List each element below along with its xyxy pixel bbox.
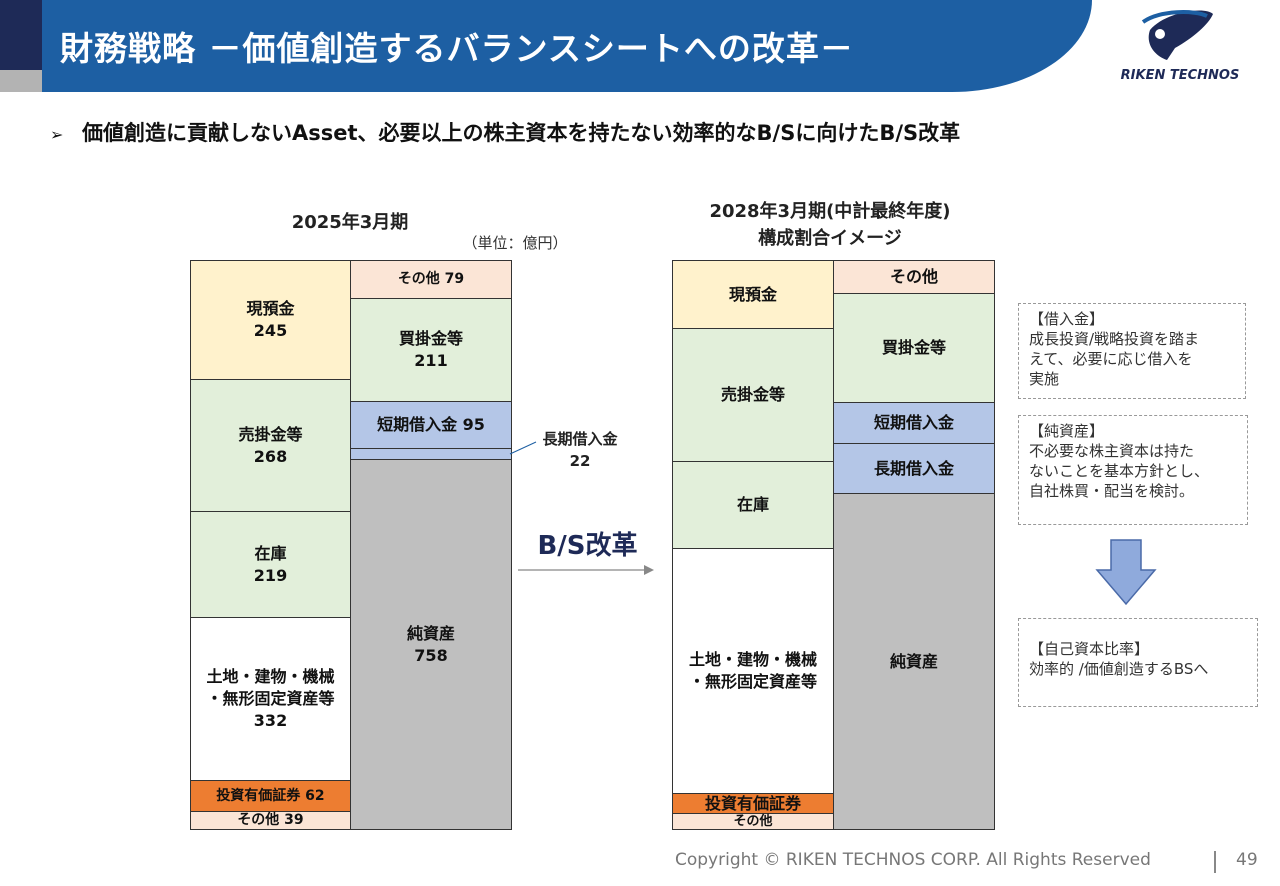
block-label: 純資産: [889, 651, 938, 671]
bullet-arrow-icon: ➢: [50, 125, 64, 144]
bs2028-other-assets: その他: [672, 813, 834, 830]
note-line: えて、必要に応じ借入を: [1029, 350, 1193, 368]
bs2028-cash: 現預金: [672, 260, 834, 329]
long-term-borrowing-callout: 長期借入金 22: [520, 428, 640, 472]
bs2028-long-term-borrowings: 長期借入金: [833, 443, 995, 494]
bs2028-inventory: 在庫: [672, 461, 834, 549]
block-label: 長期借入金: [873, 458, 954, 478]
transition-label: B/S改革: [537, 531, 638, 561]
note-title: 【借入金】: [1029, 310, 1105, 328]
callout-label: 長期借入金: [542, 430, 618, 448]
transition-arrow-icon: [518, 565, 654, 575]
block-label: 純資産: [406, 623, 455, 643]
annotation-leader-line: [509, 441, 537, 455]
note-line: 実施: [1029, 370, 1060, 388]
bs2028-receivables: 売掛金等: [672, 328, 834, 462]
bs2025-other-liabilities: その他 79: [350, 260, 512, 299]
bs2025-fixed-assets: 土地・建物・機械 ・無形固定資産等 332: [190, 617, 351, 781]
block-label: 投資有価証券 62: [216, 787, 325, 804]
bs2028-fixed-assets: 土地・建物・機械 ・無形固定資産等: [672, 548, 834, 794]
block-value: 219: [253, 565, 288, 585]
bs2025-investment-securities: 投資有価証券 62: [190, 780, 351, 812]
logo-text: RIKEN TECHNOS: [1120, 68, 1240, 83]
block-label: 売掛金等: [720, 385, 785, 404]
bs2028-other-liabilities: その他: [833, 260, 995, 294]
header-bar: [42, 0, 1092, 92]
block-value: 268: [253, 446, 288, 466]
bs2025-other-assets: その他 39: [190, 811, 351, 830]
page-title: 財務戦略 －価値創造するバランスシートへの改革－: [60, 29, 854, 68]
subtitle: ➢ 価値創造に貢献しないAsset、必要以上の株主資本を持たない効率的なB/Sに向…: [50, 117, 960, 147]
block-label: 土地・建物・機械: [206, 667, 335, 686]
block-label: 在庫: [254, 543, 287, 563]
footer-separator: [1214, 851, 1216, 873]
block-label: ・無形固定資産等: [688, 672, 817, 691]
note-line: 不必要な株主資本は持た: [1029, 442, 1195, 460]
subtitle-text: 価値創造に貢献しないAsset、必要以上の株主資本を持たない効率的なB/Sに向け…: [82, 121, 961, 145]
block-value: 332: [253, 711, 288, 730]
block-label: 短期借入金 95: [377, 415, 485, 434]
block-value: 758: [414, 645, 448, 665]
header-accent-gray: [0, 70, 42, 92]
page-number: 49: [1236, 850, 1258, 870]
note-borrowings: 【借入金】 成長投資/戦略投資を踏ま えて、必要に応じ借入を 実施: [1018, 303, 1246, 399]
block-label: その他 39: [237, 812, 304, 828]
block-label: 買掛金等: [881, 338, 946, 357]
note-line: 効率的 /価値創造するBSへ: [1029, 660, 1209, 678]
block-label: 現預金: [246, 299, 295, 318]
bs2025-short-term-borrowings: 短期借入金 95: [350, 401, 512, 449]
block-label: 在庫: [736, 495, 769, 514]
note-line: 自社株買・配当を検討。: [1029, 482, 1195, 500]
block-label: 短期借入金: [873, 413, 954, 432]
bs2028-net-assets: 純資産: [833, 493, 995, 830]
bs2028-payables: 買掛金等: [833, 293, 995, 403]
copyright: Copyright © RIKEN TECHNOS CORP. All Righ…: [675, 850, 1151, 870]
riken-logo-icon: [1141, 10, 1213, 60]
bs2025-inventory: 在庫 219: [190, 511, 351, 618]
bs2025-payables: 買掛金等 211: [350, 298, 512, 402]
bs2025-net-assets: 純資産 758: [350, 459, 512, 830]
block-label: 買掛金等: [398, 329, 463, 348]
note-title: 【純資産】: [1029, 422, 1105, 440]
company-logo: RIKEN TECHNOS: [1105, 8, 1255, 88]
note-title: 【自己資本比率】: [1029, 640, 1150, 658]
bs2028-heading-line1: 2028年3月期(中計最終年度): [709, 201, 951, 222]
block-label: 現預金: [728, 284, 777, 304]
down-arrow-icon: [1095, 539, 1157, 606]
block-label: ・無形固定資産等: [206, 689, 335, 708]
block-label: その他 79: [397, 271, 465, 287]
note-line: ないことを基本方針とし、: [1029, 462, 1210, 480]
note-equity-ratio: 【自己資本比率】 効率的 /価値創造するBSへ: [1018, 618, 1258, 707]
block-label: 土地・建物・機械: [688, 650, 817, 669]
bs2028-short-term-borrowings: 短期借入金: [833, 402, 995, 444]
block-label: その他: [733, 813, 773, 829]
bs2025-heading: 2025年3月期: [291, 212, 409, 233]
block-value: 211: [414, 351, 448, 370]
block-label: 投資有価証券: [704, 793, 801, 813]
callout-value: 22: [569, 452, 591, 470]
block-value: 245: [253, 321, 288, 340]
bs2028-investment-securities: 投資有価証券: [672, 793, 834, 814]
bs2025-cash: 現預金 245: [190, 260, 351, 380]
bs2028-heading: 2028年3月期(中計最終年度) 構成割合イメージ: [670, 198, 990, 252]
note-line: 成長投資/戦略投資を踏ま: [1029, 330, 1200, 348]
header-accent-navy: [0, 0, 42, 70]
unit-label: （単位：億円）: [462, 234, 568, 252]
block-label: 売掛金等: [238, 424, 303, 444]
block-label: その他: [889, 267, 938, 286]
note-net-assets: 【純資産】 不必要な株主資本は持た ないことを基本方針とし、 自社株買・配当を検…: [1018, 415, 1248, 525]
bs2028-heading-line2: 構成割合イメージ: [758, 228, 902, 249]
bs2025-receivables: 売掛金等 268: [190, 379, 351, 512]
